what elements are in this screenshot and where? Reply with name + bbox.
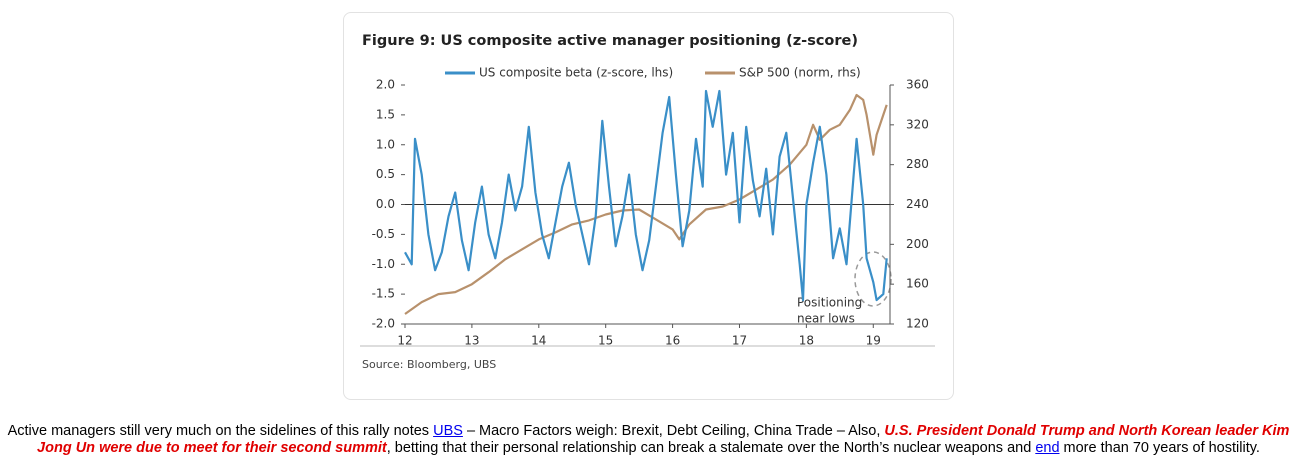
caption-text: , betting that their personal relationsh… (386, 440, 1036, 456)
y2-tick-label: 360 (906, 78, 929, 92)
y-tick-label: 1.0 (376, 137, 395, 151)
y-tick-label: 2.0 (376, 78, 395, 92)
caption-text: Active managers still very much on the s… (7, 423, 434, 439)
x-tick-label: 15 (598, 334, 613, 348)
link[interactable]: end (1035, 440, 1060, 456)
y2-tick-label: 120 (906, 317, 929, 331)
annotation: near lows (797, 312, 855, 326)
x-tick-label: 12 (397, 334, 412, 348)
y-tick-label: -1.5 (372, 287, 395, 301)
annotation: Positioning (797, 296, 862, 310)
chart-title: Figure 9: US composite active manager po… (362, 33, 858, 49)
y2-tick-label: 200 (906, 237, 929, 251)
x-tick-label: 13 (464, 334, 479, 348)
y2-tick-label: 320 (906, 117, 929, 131)
caption: Active managers still very much on the s… (0, 423, 1297, 457)
y-tick-label: 1.5 (376, 107, 395, 121)
y-tick-label: 0.0 (376, 197, 395, 211)
source: Source: Bloomberg, UBS (362, 358, 496, 371)
x-tick-label: 18 (799, 334, 814, 348)
legend-label: S&P 500 (norm, rhs) (739, 66, 861, 80)
y2-tick-label: 160 (906, 277, 929, 291)
caption-text: – Macro Factors weigh: Brexit, Debt Ceil… (462, 423, 885, 439)
x-tick-label: 19 (866, 334, 881, 348)
chart: Figure 9: US composite active manager po… (360, 33, 935, 371)
link[interactable]: UBS (433, 423, 463, 439)
series-line (404, 89, 888, 302)
x-tick-label: 16 (665, 334, 680, 348)
y2-tick-label: 240 (906, 197, 929, 211)
x-tick-label: 14 (531, 334, 546, 348)
y-tick-label: -2.0 (372, 317, 395, 331)
y-tick-label: -0.5 (372, 227, 395, 241)
y-tick-label: 0.5 (376, 167, 395, 181)
y-tick-label: -1.0 (372, 257, 395, 271)
legend-label: US composite beta (z-score, lhs) (479, 66, 673, 80)
series-line (404, 93, 888, 315)
y2-tick-label: 280 (906, 157, 929, 171)
highlight-ellipse (854, 251, 892, 307)
x-tick-label: 17 (732, 334, 747, 348)
caption-text: more than 70 years of hostility. (1059, 440, 1260, 456)
caption-highlight: U.S. President Donald Trump and North Ko… (37, 423, 1290, 456)
